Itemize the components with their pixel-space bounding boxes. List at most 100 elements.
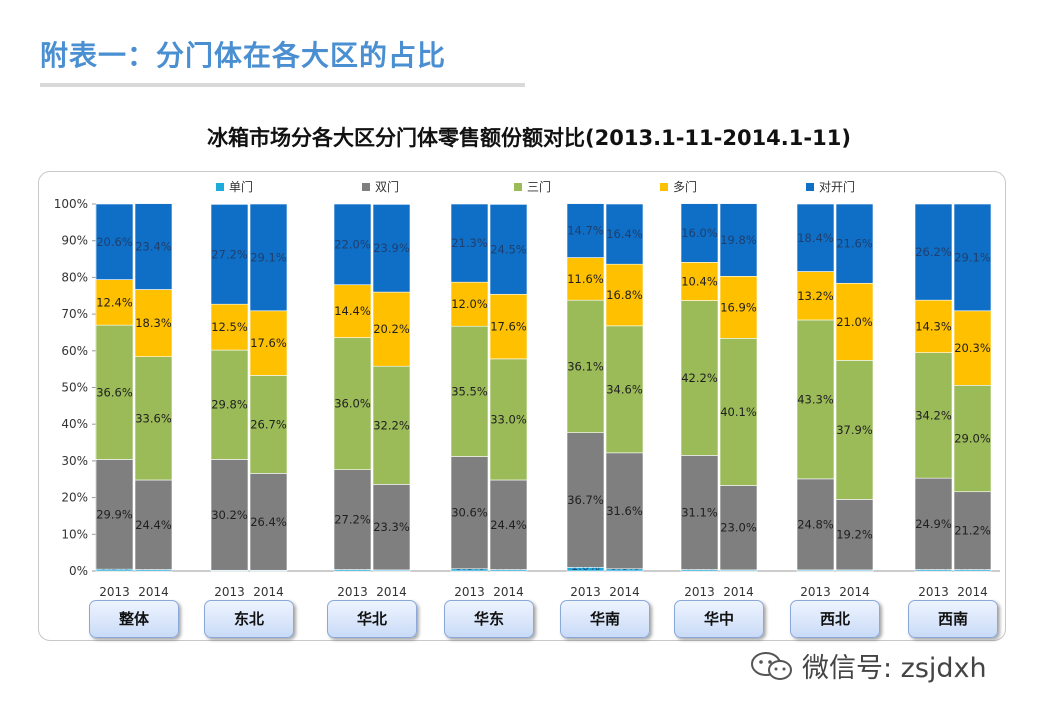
data-label: 21.3% (451, 236, 488, 250)
data-label: 19.8% (720, 233, 757, 247)
data-label: 29.9% (96, 507, 133, 521)
data-label: 20.3% (954, 341, 991, 355)
y-tick-label: 70% (61, 307, 88, 321)
data-label: 23.3% (373, 520, 410, 534)
y-tick-label: 80% (61, 270, 88, 284)
bar-segment (680, 203, 719, 263)
region-button[interactable]: 华中 (674, 600, 764, 638)
bar-segment (249, 203, 288, 312)
x-year-label: 2013 (684, 585, 715, 599)
data-label: 33.6% (135, 411, 172, 425)
region-button[interactable]: 华南 (560, 600, 650, 638)
wechat-icon (751, 651, 792, 680)
bar-segment (372, 365, 411, 485)
data-label: 24.4% (490, 518, 527, 532)
wechat-watermark: 微信号: zsjdxh (750, 646, 987, 685)
bar-segment (796, 319, 835, 480)
bar-segment (719, 338, 758, 486)
data-label: 31.1% (681, 505, 718, 519)
x-year-label: 2014 (376, 585, 407, 599)
data-label: 21.0% (836, 315, 873, 329)
x-year-label: 2013 (918, 585, 949, 599)
data-label: 24.9% (915, 517, 952, 531)
legend-swatch (660, 182, 668, 191)
y-tick-label: 60% (61, 344, 88, 358)
bar-segment (680, 300, 719, 456)
legend-label: 对开门 (819, 180, 856, 194)
data-label: 36.0% (334, 397, 371, 411)
legend-label: 多门 (673, 180, 698, 194)
region-button[interactable]: 整体 (89, 600, 179, 638)
legend-swatch (514, 182, 522, 191)
data-label: 13.2% (797, 289, 834, 303)
data-label: 14.7% (567, 224, 604, 238)
region-button[interactable]: 西北 (790, 600, 880, 638)
y-tick-label: 10% (61, 527, 88, 541)
title-divider (40, 83, 525, 87)
bar-segment (333, 284, 372, 338)
bar-segment (953, 310, 992, 386)
region-button[interactable]: 华东 (444, 600, 534, 638)
data-label: 16.8% (606, 288, 643, 302)
data-label: 34.2% (915, 408, 952, 422)
data-label: 24.8% (797, 517, 834, 531)
legend-swatch (806, 182, 814, 191)
data-label: 42.2% (681, 371, 718, 385)
data-label: 20.6% (96, 235, 133, 249)
x-year-label: 2014 (957, 585, 988, 599)
bar-segment (796, 203, 835, 272)
page-title: 附表一：分门体在各大区的占比 (40, 39, 447, 72)
legend-item: 多门 (660, 178, 697, 195)
bar-segment (95, 324, 134, 460)
x-year-label: 2014 (723, 585, 754, 599)
bar-segment (835, 282, 874, 361)
bar-segment (719, 203, 758, 277)
data-label: 27.2% (334, 513, 371, 527)
bar-segment (489, 358, 528, 481)
bar-segment (450, 456, 489, 570)
bar-segment (333, 469, 372, 570)
data-label: 18.4% (797, 231, 834, 245)
data-label: 29.1% (954, 250, 991, 264)
bar-segment (134, 479, 173, 570)
bar-segment (210, 204, 249, 305)
bar-segment (249, 375, 288, 474)
bar-segment (719, 275, 758, 339)
bar-segment (835, 203, 874, 284)
bar-segment (566, 299, 605, 433)
bar-segment (489, 204, 528, 295)
bar-segment (566, 432, 605, 568)
x-year-label: 2013 (337, 585, 368, 599)
region-button[interactable]: 东北 (204, 600, 294, 638)
data-label: 34.6% (606, 382, 643, 396)
bar-segment (914, 477, 953, 570)
x-year-label: 2013 (214, 585, 245, 599)
bar-segment (566, 257, 605, 301)
data-label: 30.2% (211, 508, 248, 522)
data-label: 12.5% (211, 320, 248, 334)
x-year-label: 2013 (800, 585, 831, 599)
bar-segment (605, 325, 644, 454)
x-year-label: 2014 (253, 585, 284, 599)
data-label: 11.6% (567, 272, 604, 286)
data-label: 14.4% (334, 304, 371, 318)
x-year-label: 2014 (493, 585, 524, 599)
data-label: 29.1% (250, 250, 287, 264)
bar-segment (450, 203, 489, 283)
data-label: 33.0% (490, 412, 527, 426)
data-label: 35.5% (451, 384, 488, 398)
data-label: 36.7% (567, 493, 604, 507)
data-label: 26.4% (250, 515, 287, 529)
data-label: 24.5% (490, 242, 527, 256)
bar-segment (372, 291, 411, 367)
bar-segment (835, 499, 874, 571)
y-tick-label: 90% (61, 234, 88, 248)
bar-segment (249, 310, 288, 376)
data-label: 10.4% (681, 274, 718, 288)
region-button[interactable]: 华北 (327, 600, 417, 638)
data-label: 12.4% (96, 295, 133, 309)
chart-legend: 单门 双门 三门 多门 对开门 (0, 178, 1058, 198)
bar-segment (835, 360, 874, 500)
region-button[interactable]: 西南 (908, 600, 998, 638)
bar-segment (333, 337, 372, 471)
